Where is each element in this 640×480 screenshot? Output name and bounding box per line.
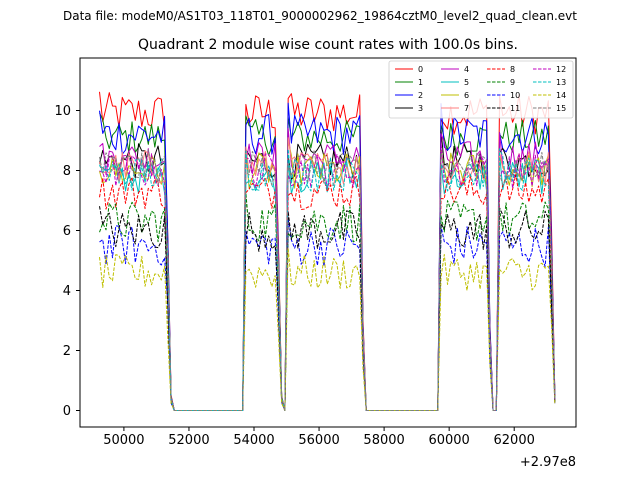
legend-label-6: 6 <box>464 91 469 100</box>
chart-title: Quadrant 2 module wise count rates with … <box>138 37 518 53</box>
legend-label-8: 8 <box>510 65 515 74</box>
series-line-13 <box>99 148 556 411</box>
y-tick-label: 4 <box>63 284 71 299</box>
legend-label-15: 15 <box>556 104 566 113</box>
x-tick-label: 58000 <box>363 433 404 448</box>
y-tick-label: 2 <box>63 344 71 359</box>
chart-suptitle: Data file: modeM0/AS1T03_118T01_90000029… <box>63 9 577 23</box>
legend-label-11: 11 <box>510 104 520 113</box>
y-axis: 0 2 4 6 8 10 <box>54 104 80 419</box>
legend-label-0: 0 <box>418 65 423 74</box>
axes-frame <box>79 57 577 428</box>
x-offset-label: +2.97e8 <box>520 455 576 470</box>
y-tick-label: 10 <box>54 104 71 119</box>
legend-label-5: 5 <box>464 78 469 87</box>
y-tick-label: 8 <box>63 164 71 179</box>
plot-lines <box>99 91 556 411</box>
y-tick-label: 6 <box>63 224 71 239</box>
legend-box <box>388 60 574 119</box>
legend-label-7: 7 <box>464 104 469 113</box>
legend-label-14: 14 <box>556 91 566 100</box>
x-tick-label: 62000 <box>494 433 535 448</box>
x-tick-label: 52000 <box>168 433 209 448</box>
legend-label-12: 12 <box>556 65 566 74</box>
legend-label-10: 10 <box>510 91 520 100</box>
x-tick-label: 54000 <box>233 433 274 448</box>
legend-label-3: 3 <box>418 104 423 113</box>
series-line-15 <box>99 149 556 411</box>
series-line-10 <box>99 218 556 411</box>
y-tick-label: 0 <box>63 404 71 419</box>
series-line-9 <box>99 192 556 411</box>
legend-label-9: 9 <box>510 78 515 87</box>
x-axis: 50000 52000 54000 56000 58000 60000 62000 <box>103 427 535 448</box>
x-tick-label: 56000 <box>298 433 339 448</box>
x-tick-label: 50000 <box>103 433 144 448</box>
legend-label-13: 13 <box>556 78 566 87</box>
legend-label-2: 2 <box>418 91 423 100</box>
x-tick-label: 60000 <box>428 433 469 448</box>
legend-label-4: 4 <box>464 65 469 74</box>
legend-label-1: 1 <box>418 78 423 87</box>
